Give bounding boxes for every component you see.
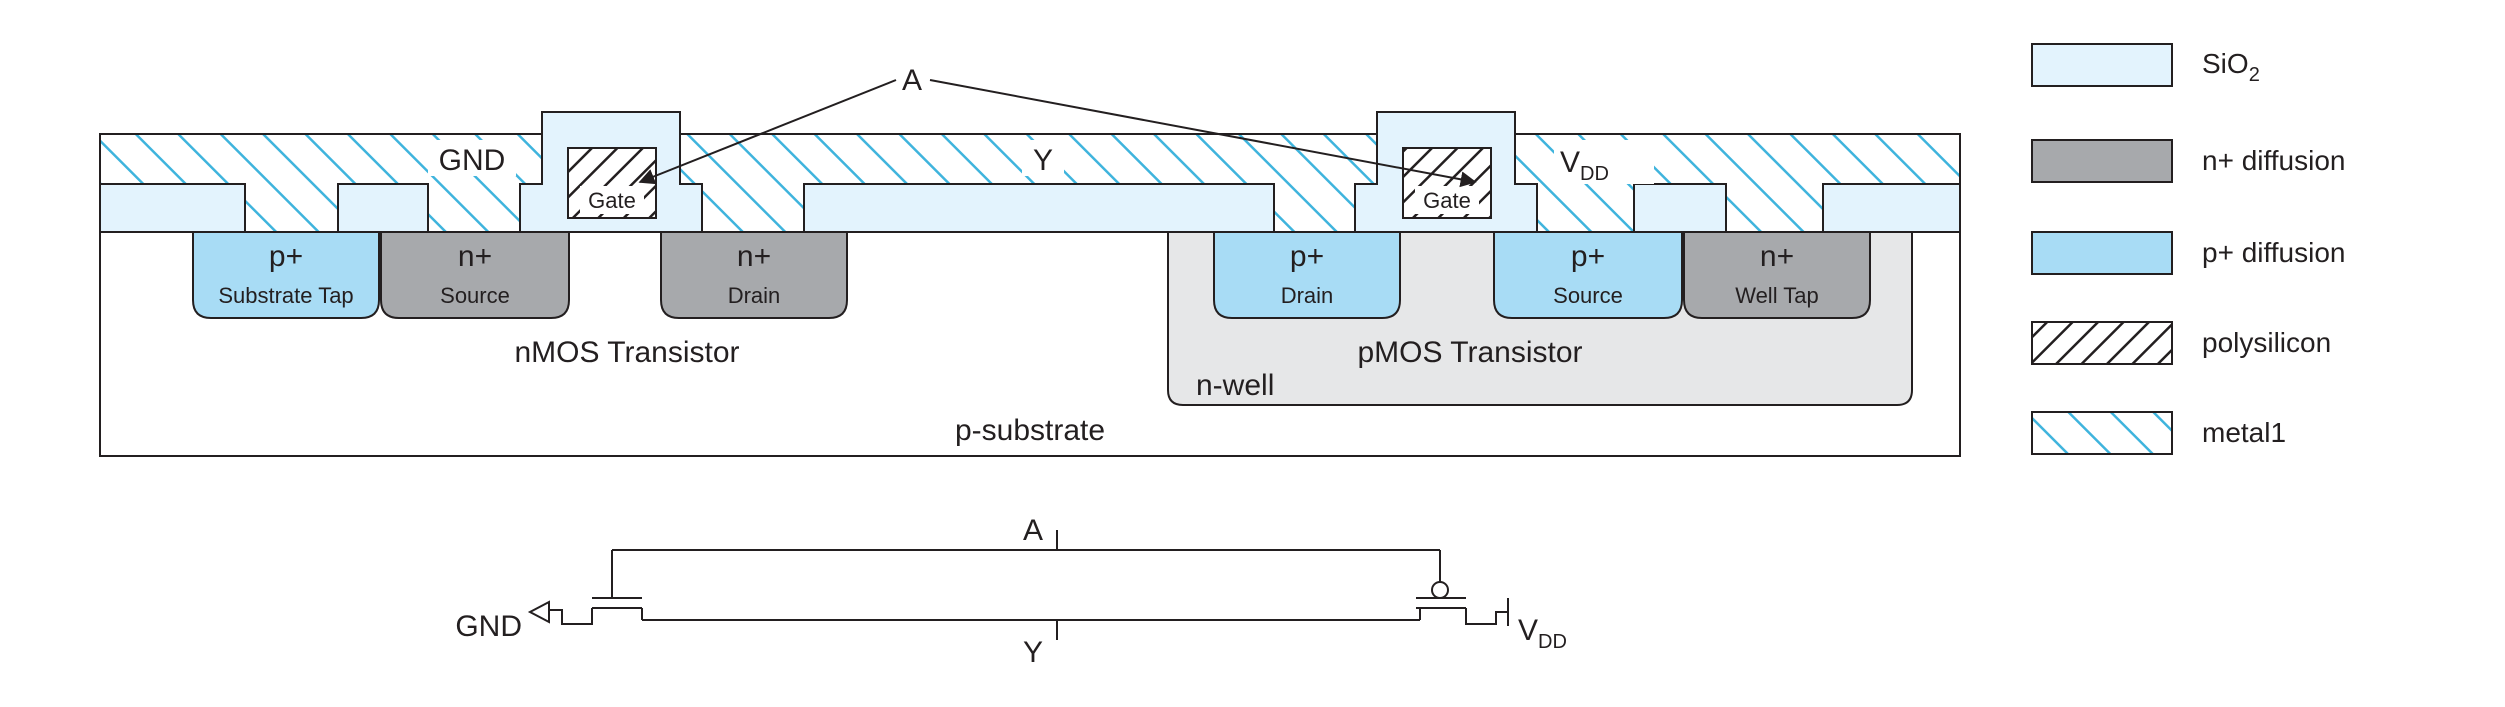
legend-item-p-diffusion: p+ diffusion bbox=[2031, 231, 2346, 275]
n-well-label: n-well bbox=[1196, 369, 1274, 402]
schematic-labels: A Y GND VDD bbox=[455, 514, 1567, 669]
pmos-transistor-label: pMOS Transistor bbox=[1357, 336, 1582, 369]
a-pointer-pmos bbox=[929, 79, 1477, 188]
nmos-source-name: Source bbox=[440, 283, 510, 308]
nmos-transistor-label: nMOS Transistor bbox=[514, 336, 739, 369]
substrate-tap-name: Substrate Tap bbox=[218, 283, 353, 308]
nmos-drain-type: n+ bbox=[737, 240, 771, 273]
legend-label-n-diffusion: n+ diffusion bbox=[2202, 145, 2346, 176]
legend-label-p-diffusion: p+ diffusion bbox=[2202, 237, 2346, 268]
substrate-tap-type: p+ bbox=[269, 240, 303, 273]
gate-input-a-label: A bbox=[902, 64, 922, 97]
y-label-bg bbox=[1022, 140, 1064, 176]
schematic-gnd-label: GND bbox=[455, 610, 522, 643]
legend-label-sio2: SiO2 bbox=[2202, 48, 2260, 86]
well-tap-name: Well Tap bbox=[1735, 283, 1819, 308]
pmos-gate-label: Gate bbox=[1423, 188, 1471, 213]
metal-vdd-label: VDD bbox=[1560, 146, 1609, 185]
pmos-source-name: Source bbox=[1553, 283, 1623, 308]
diffusion-well-tap: n+ Well Tap bbox=[1683, 231, 1871, 319]
gnd-label-bg bbox=[428, 140, 516, 176]
diffusion-substrate-tap: p+ Substrate Tap bbox=[192, 231, 380, 319]
pmos-drain-name: Drain bbox=[1281, 283, 1334, 308]
pmos-drain-type: p+ bbox=[1290, 240, 1324, 273]
diffusion-nmos-drain: n+ Drain bbox=[660, 231, 848, 319]
legend-item-n-diffusion: n+ diffusion bbox=[2031, 139, 2346, 183]
nmos-source-type: n+ bbox=[458, 240, 492, 273]
metal-y-label: Y bbox=[1033, 144, 1053, 177]
cross-section: Gate Gate p+ Substrate Tap n+ Source n+ … bbox=[99, 64, 1961, 457]
pmos-source-type: p+ bbox=[1571, 240, 1605, 273]
schematic-vdd-label: VDD bbox=[1518, 614, 1567, 653]
legend-item-sio2: SiO2 bbox=[2031, 43, 2260, 87]
diffusion-pmos-drain: p+ Drain bbox=[1213, 231, 1401, 319]
schematic bbox=[527, 530, 1509, 640]
well-tap-type: n+ bbox=[1760, 240, 1794, 273]
schematic-a-label: A bbox=[1023, 514, 1043, 547]
diffusion-pmos-source: p+ Source bbox=[1493, 231, 1683, 319]
schematic-y-label: Y bbox=[1023, 636, 1043, 669]
nmos-drain-name: Drain bbox=[728, 283, 781, 308]
legend-item-metal1: metal1 bbox=[2031, 411, 2286, 455]
legend-label-polysilicon: polysilicon bbox=[2202, 327, 2331, 358]
legend: SiO2 n+ diffusion p+ diffusion polysilic… bbox=[2031, 43, 2346, 455]
nmos-gate: Gate bbox=[567, 147, 657, 219]
sio2-blocks bbox=[99, 111, 1961, 233]
legend-item-polysilicon: polysilicon bbox=[2031, 321, 2331, 365]
a-pointer-nmos bbox=[638, 79, 897, 185]
vdd-label-bg bbox=[1554, 140, 1654, 184]
p-substrate-label: p-substrate bbox=[955, 414, 1105, 447]
pmos-gate: Gate bbox=[1402, 147, 1492, 219]
metal-gnd-label: GND bbox=[439, 144, 506, 177]
legend-label-metal1: metal1 bbox=[2202, 417, 2286, 448]
nmos-gate-label: Gate bbox=[588, 188, 636, 213]
diffusion-nmos-source: n+ Source bbox=[380, 231, 570, 319]
